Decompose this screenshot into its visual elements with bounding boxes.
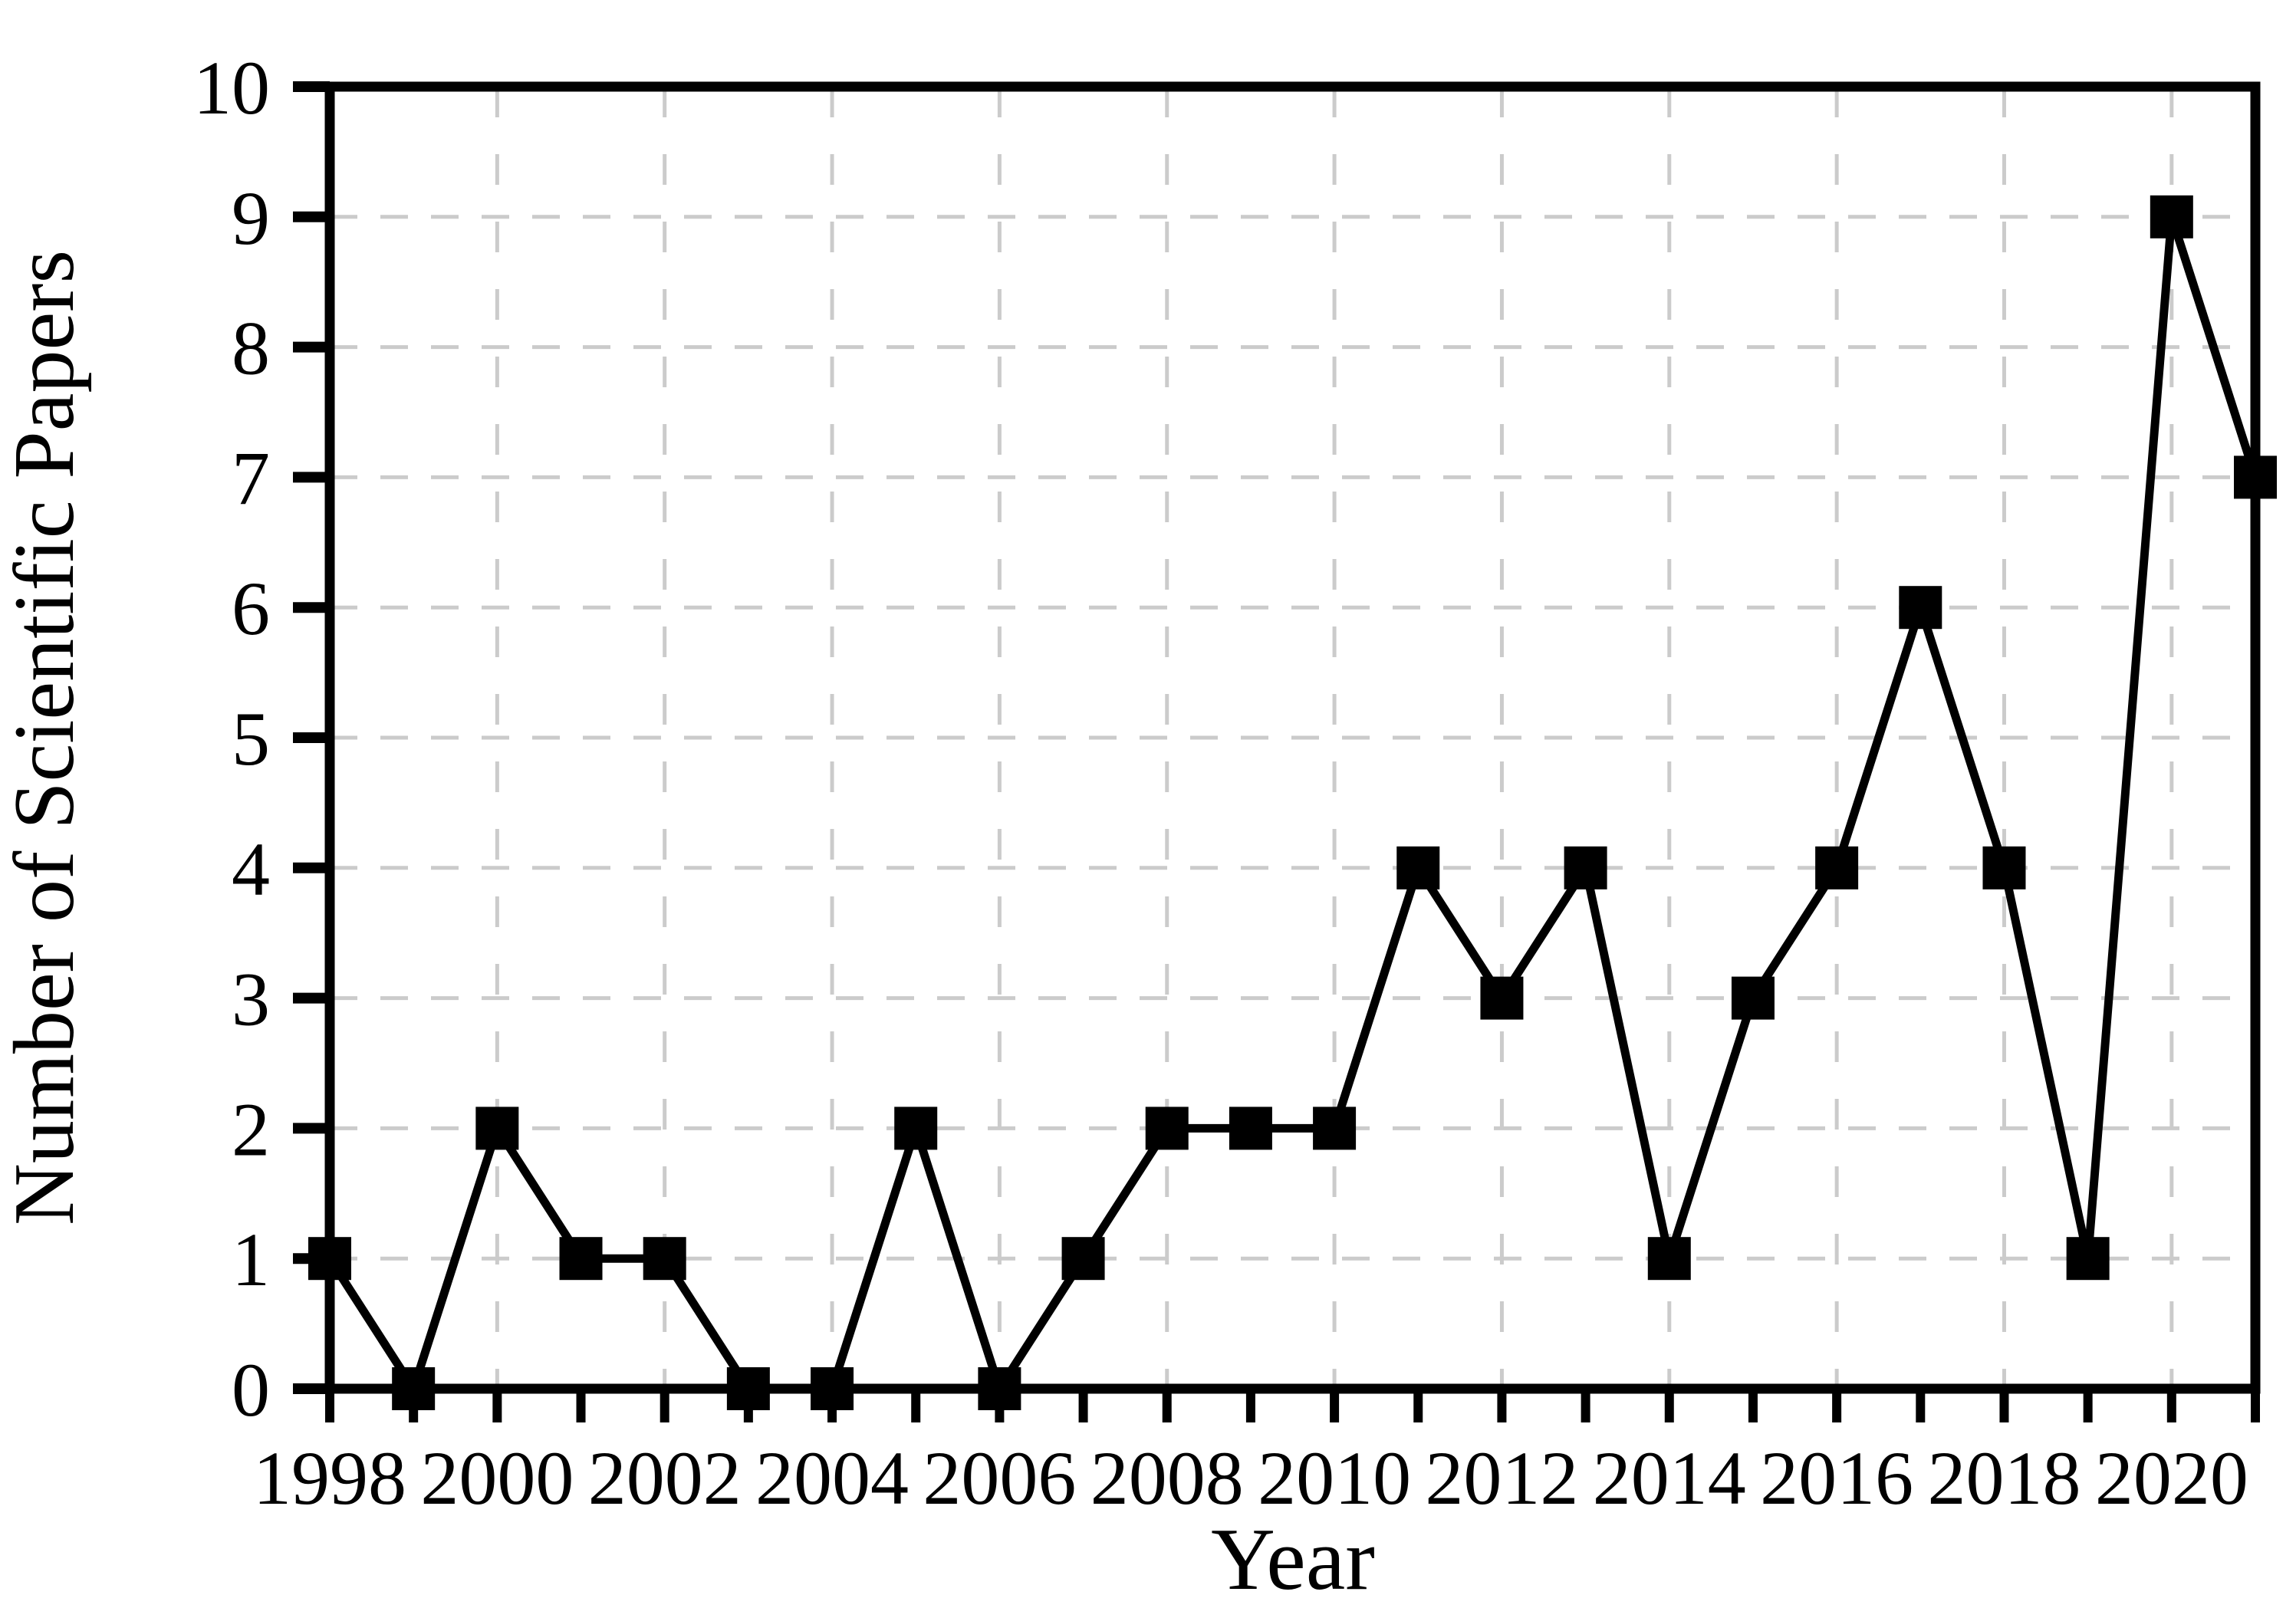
data-point-2018 bbox=[1982, 846, 2026, 890]
x-axis-title: Year bbox=[1211, 1511, 1375, 1609]
y-tick-label-3: 3 bbox=[232, 957, 270, 1042]
data-point-2010 bbox=[1313, 1107, 1357, 1150]
y-tick-label-5: 5 bbox=[232, 696, 270, 781]
data-point-2012 bbox=[1480, 976, 1524, 1020]
data-point-2011 bbox=[1396, 846, 1440, 890]
data-point-2017 bbox=[1899, 586, 1942, 630]
tick-labels-group: 0 1 2 3 4 5 6 7 8 9 10 1998 2000 2002 2004 2006 2008 2010… bbox=[193, 45, 2248, 1521]
data-point-2020 bbox=[2150, 195, 2193, 238]
axis-ticks-group bbox=[293, 81, 2260, 1422]
x-tick-label-2010: 2010 bbox=[1258, 1435, 1411, 1521]
data-point-2013 bbox=[1564, 846, 1607, 890]
x-tick-label-2012: 2012 bbox=[1425, 1435, 1578, 1521]
x-tick-label-2002: 2002 bbox=[588, 1435, 742, 1521]
data-point-2007 bbox=[1061, 1237, 1105, 1281]
data-point-2001 bbox=[559, 1237, 603, 1281]
data-point-1998 bbox=[308, 1237, 351, 1281]
y-tick-label-6: 6 bbox=[232, 566, 270, 651]
y-tick-label-4: 4 bbox=[232, 827, 270, 912]
data-point-2019 bbox=[2066, 1237, 2110, 1281]
data-point-2021 bbox=[2234, 455, 2277, 499]
data-point-2005 bbox=[894, 1107, 938, 1150]
data-point-1999 bbox=[392, 1367, 436, 1410]
data-point-2000 bbox=[475, 1107, 519, 1150]
data-point-2014 bbox=[1647, 1237, 1691, 1281]
x-tick-label-1998: 1998 bbox=[253, 1435, 406, 1521]
data-point-2002 bbox=[643, 1237, 686, 1281]
y-tick-label-7: 7 bbox=[232, 436, 270, 521]
data-point-2008 bbox=[1145, 1107, 1189, 1150]
y-tick-label-9: 9 bbox=[232, 176, 270, 261]
data-point-2009 bbox=[1229, 1107, 1272, 1150]
y-tick-label-10: 10 bbox=[193, 45, 270, 130]
x-tick-label-2018: 2018 bbox=[1927, 1435, 2081, 1521]
x-tick-label-2008: 2008 bbox=[1090, 1435, 1244, 1521]
data-point-2015 bbox=[1731, 976, 1775, 1020]
data-point-2004 bbox=[811, 1367, 854, 1410]
y-tick-label-0: 0 bbox=[232, 1347, 270, 1432]
data-point-2003 bbox=[726, 1367, 770, 1410]
x-tick-label-2004: 2004 bbox=[755, 1435, 909, 1521]
data-point-2016 bbox=[1815, 846, 1859, 890]
x-tick-label-2016: 2016 bbox=[1760, 1435, 1913, 1521]
y-tick-label-8: 8 bbox=[232, 306, 270, 391]
data-point-2006 bbox=[978, 1367, 1021, 1410]
series-line bbox=[326, 215, 2260, 1399]
data-series-group bbox=[308, 195, 2277, 1410]
y-tick-label-2: 2 bbox=[232, 1087, 270, 1172]
x-tick-label-2020: 2020 bbox=[2095, 1435, 2248, 1521]
x-tick-label-2000: 2000 bbox=[420, 1435, 574, 1521]
y-tick-label-1: 1 bbox=[232, 1217, 270, 1302]
y-axis-title: Number of Scientific Papers bbox=[0, 250, 92, 1225]
x-tick-label-2006: 2006 bbox=[923, 1435, 1076, 1521]
x-tick-label-2014: 2014 bbox=[1593, 1435, 1746, 1521]
